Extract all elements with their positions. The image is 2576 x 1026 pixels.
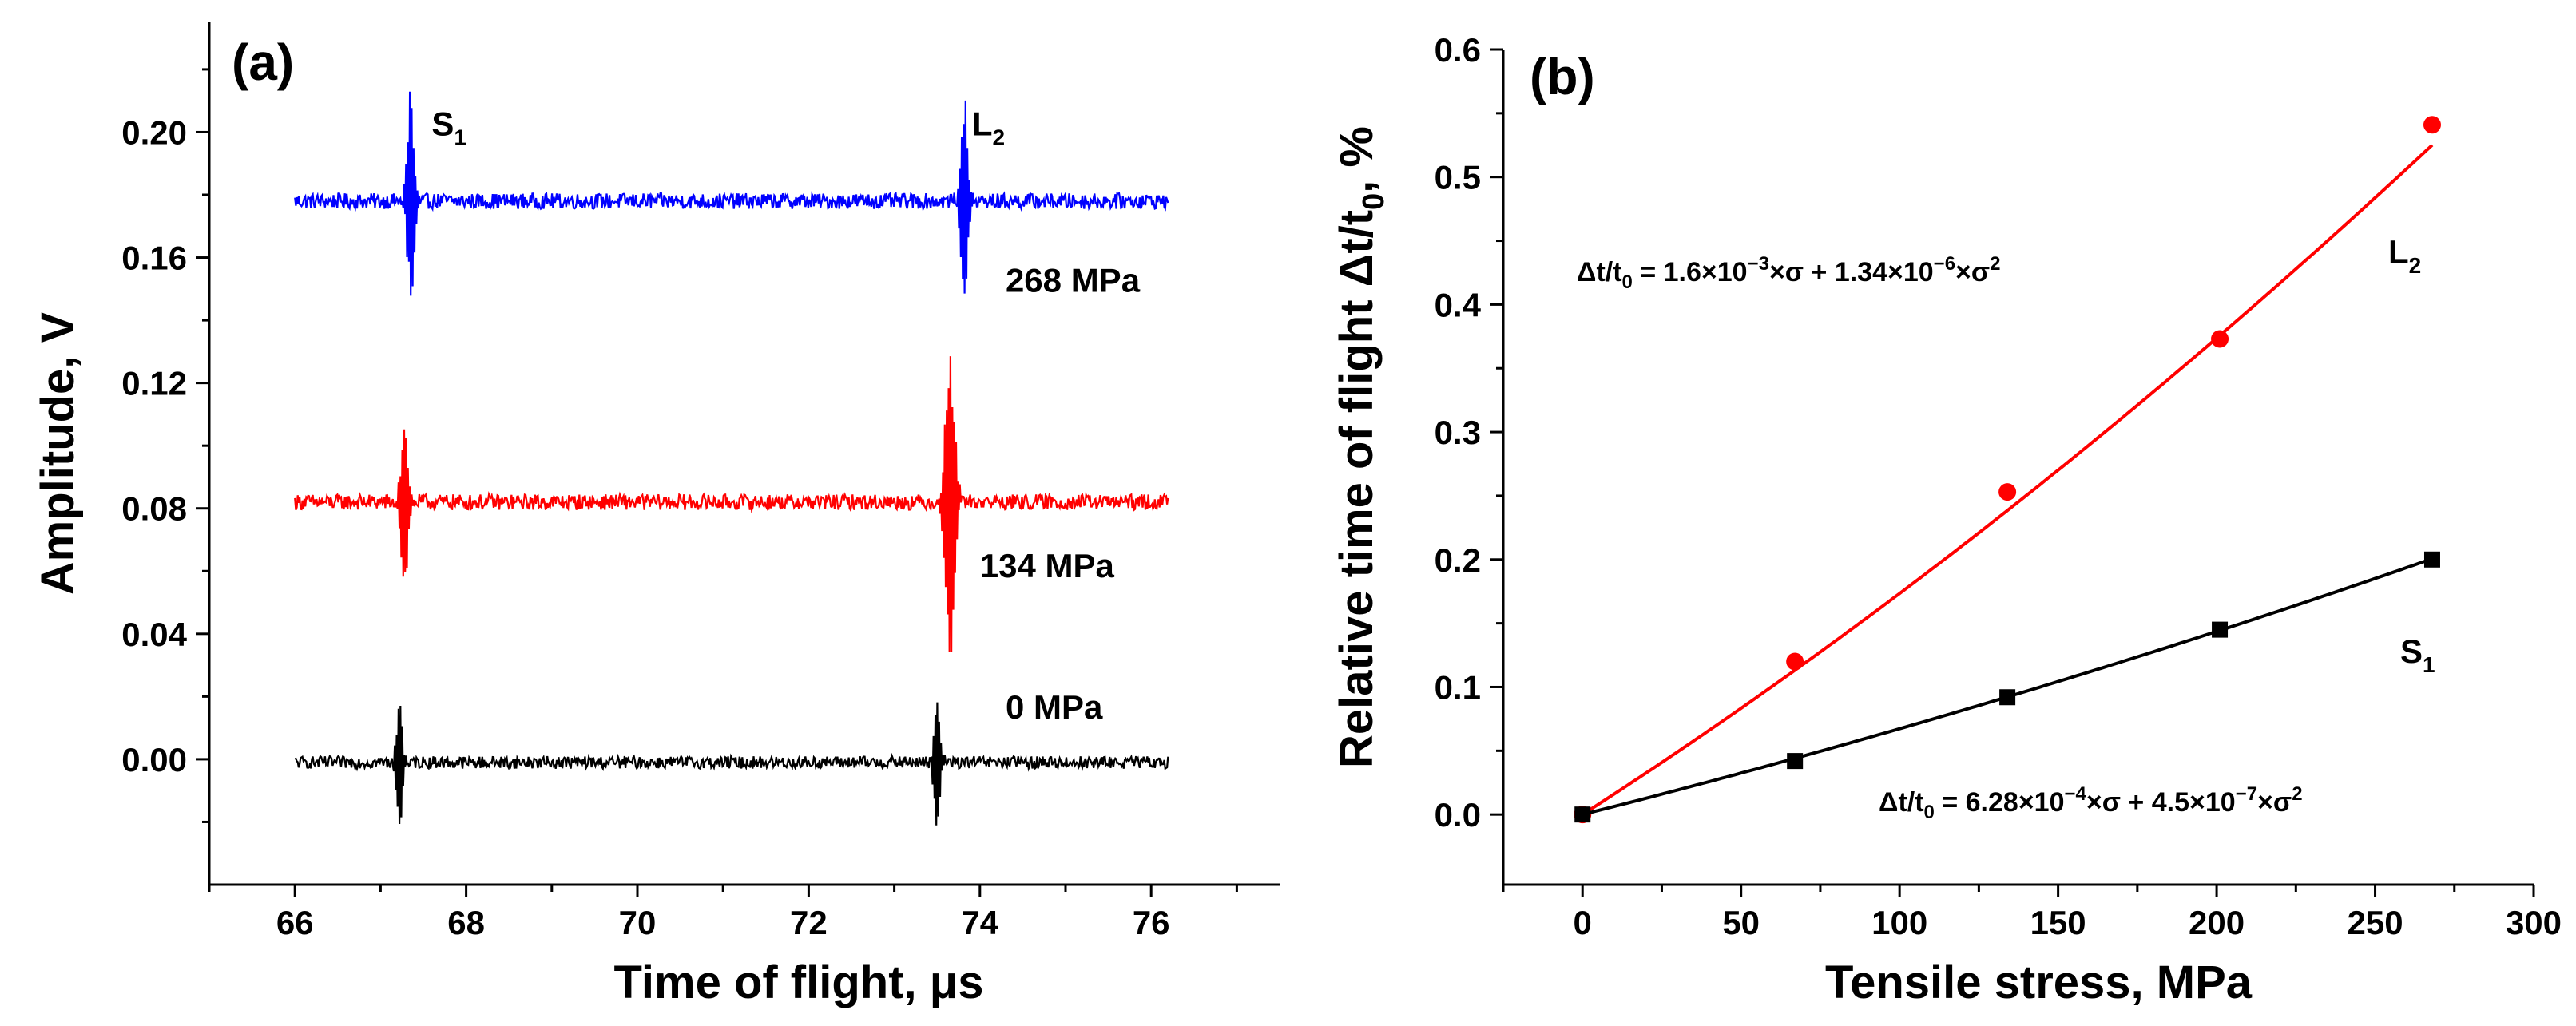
panel-a: 66 68 70 72 74 76 0.00 0.04 0.08 0.12 0.16 0.20 (a)… bbox=[32, 22, 1280, 1008]
panel-b-y-tick-label: 0.5 bbox=[1435, 159, 1481, 196]
panel-b-point-s1 bbox=[2423, 551, 2440, 568]
panel-b-point-s1 bbox=[1787, 753, 1804, 770]
panel-a-y-tick-label: 0.20 bbox=[121, 113, 187, 151]
panel-b-label-s1: S1 bbox=[2400, 632, 2435, 677]
panel-a-annotation-268mpa: 268 MPa bbox=[1006, 262, 1141, 299]
panel-b-y-tick-label: 0.2 bbox=[1435, 541, 1481, 579]
panel-b-label: (b) bbox=[1530, 48, 1595, 105]
panel-a-x-axis-label: Time of flight, μs bbox=[614, 957, 984, 1008]
panel-b-point-l2 bbox=[1998, 483, 2017, 501]
panel-b-point-l2 bbox=[2423, 116, 2441, 134]
panel-a-y-tick-label: 0.04 bbox=[121, 616, 187, 653]
panel-b-y-tick-label: 0.3 bbox=[1435, 414, 1481, 451]
panel-b-x-tick-label: 300 bbox=[2506, 904, 2562, 941]
panel-b-y-tick-label: 0.4 bbox=[1435, 286, 1482, 323]
panel-b-point-s1 bbox=[1574, 806, 1591, 823]
panel-b-equation-l2: Δt/t0 = 1.6×10−3×σ + 1.34×10−6×σ2 bbox=[1577, 253, 2001, 293]
panel-b-y-tick-label: 0.0 bbox=[1435, 796, 1481, 834]
panel-a-annotation-s1: S1 bbox=[431, 105, 466, 149]
panel-b-axes bbox=[1502, 50, 2534, 886]
panel-b-fit-line-s1 bbox=[1582, 557, 2433, 817]
panel-b-x-tick-label: 50 bbox=[1722, 904, 1760, 941]
panel-a-x-tick-label: 74 bbox=[961, 904, 998, 941]
panel-a-annotation-0mpa: 0 MPa bbox=[1006, 688, 1103, 726]
panel-a-axes bbox=[208, 22, 1280, 886]
panel-a-y-tick-label: 0.00 bbox=[121, 741, 187, 778]
panel-a-signal-134-mpa bbox=[294, 356, 1169, 652]
panel-b-x-tick-label: 0 bbox=[1574, 904, 1592, 941]
panel-a-y-tick-label: 0.12 bbox=[121, 365, 187, 402]
panel-a-signal-268-mpa bbox=[294, 91, 1169, 296]
panel-b-x-tick-label: 150 bbox=[2030, 904, 2086, 941]
panel-a-annotation-l2: L2 bbox=[972, 105, 1005, 149]
panel-a-x-tick-label: 76 bbox=[1133, 904, 1170, 941]
panel-b: 0 50 100 150 200 250 3000.00.10.20.30.40.50.6 … bbox=[1331, 31, 2562, 1008]
panel-a-x-tick-label: 72 bbox=[790, 904, 828, 941]
panel-a-series-group bbox=[294, 91, 1169, 826]
panel-b-x-axis-label: Tensile stress, MPa bbox=[1825, 957, 2253, 1008]
panel-b-x-tick-label: 250 bbox=[2347, 904, 2403, 941]
panel-a-label: (a) bbox=[232, 34, 294, 91]
panel-a-x-tick-label: 66 bbox=[276, 904, 314, 941]
panel-b-fit-line-l2 bbox=[1582, 144, 2434, 816]
panel-a-x-tick-label: 68 bbox=[447, 904, 485, 941]
panel-b-point-s1 bbox=[1999, 689, 2016, 706]
panel-a-y-tick-label: 0.16 bbox=[121, 240, 187, 277]
panel-b-x-tick-label: 200 bbox=[2189, 904, 2245, 941]
panel-a-signal-0-mpa bbox=[295, 702, 1169, 826]
panel-a-ticks: 66 68 70 72 74 76 0.00 0.04 0.08 0.12 0.16 0.20 bbox=[121, 68, 1238, 941]
panel-a-annotation-134mpa: 134 MPa bbox=[980, 547, 1115, 584]
panel-b-y-tick-label: 0.6 bbox=[1435, 31, 1481, 69]
panel-b-y-axis-label: Relative time of flight Δt/t0, % bbox=[1331, 126, 1391, 768]
panel-b-point-l2 bbox=[2211, 330, 2229, 348]
panel-b-equation-s1: Δt/t0 = 6.28×10−4×σ + 4.5×10−7×σ2 bbox=[1879, 783, 2303, 823]
panel-b-label-l2: L2 bbox=[2388, 233, 2421, 278]
panel-b-ticks: 0 50 100 150 200 250 300 0.0 0.1 0.2 0.3 0.4 0.5 0.6 bbox=[1435, 31, 2562, 941]
panel-b-point-s1 bbox=[2212, 621, 2229, 638]
panel-b-point-l2 bbox=[1786, 652, 1804, 671]
panel-a-y-tick-label: 0.08 bbox=[121, 490, 187, 528]
panel-b-series-group bbox=[1574, 116, 2441, 824]
panel-a-y-axis-label: Amplitude, V bbox=[32, 311, 84, 595]
panel-b-y-tick-label: 0.1 bbox=[1435, 668, 1481, 706]
panel-a-x-tick-label: 70 bbox=[619, 904, 657, 941]
panel-b-x-tick-label: 100 bbox=[1871, 904, 1927, 941]
